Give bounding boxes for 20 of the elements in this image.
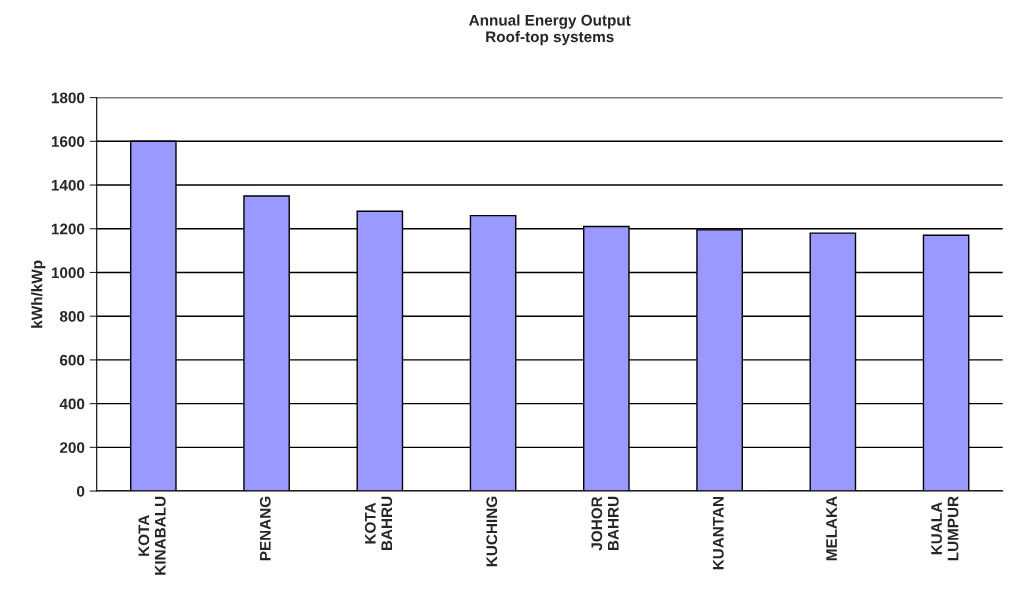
y-tick-label: 600 — [59, 354, 85, 366]
x-tick-label: KUCHING — [486, 496, 498, 567]
y-tick-label: 1800 — [51, 92, 85, 104]
y-tick-label: 800 — [59, 311, 85, 322]
y-axis-title: kWh/kWp — [31, 260, 46, 328]
x-tick-label: KOTA KINABALU — [138, 496, 166, 575]
x-tick-label: KUALA LUMPUR — [931, 496, 959, 561]
x-tick-label: PENANG — [259, 496, 271, 561]
y-tick-label: 200 — [59, 442, 85, 454]
y-tick-label: 0 — [77, 485, 85, 497]
x-tick-label: KUANTAN — [713, 496, 724, 570]
chart-title: Annual Energy Output Roof-top systems — [469, 14, 631, 46]
y-tick-label: 1400 — [51, 179, 85, 191]
x-tick-label: JOHOR BAHRU — [591, 496, 619, 551]
y-tick-label: 400 — [59, 398, 85, 410]
y-tick-label: 1000 — [51, 267, 85, 279]
x-tick-label: KOTA BAHRU — [364, 496, 393, 551]
y-tick-label: 1200 — [51, 223, 85, 235]
x-tick-label: MELAKA — [826, 496, 837, 561]
y-tick-label: 1600 — [51, 136, 85, 147]
